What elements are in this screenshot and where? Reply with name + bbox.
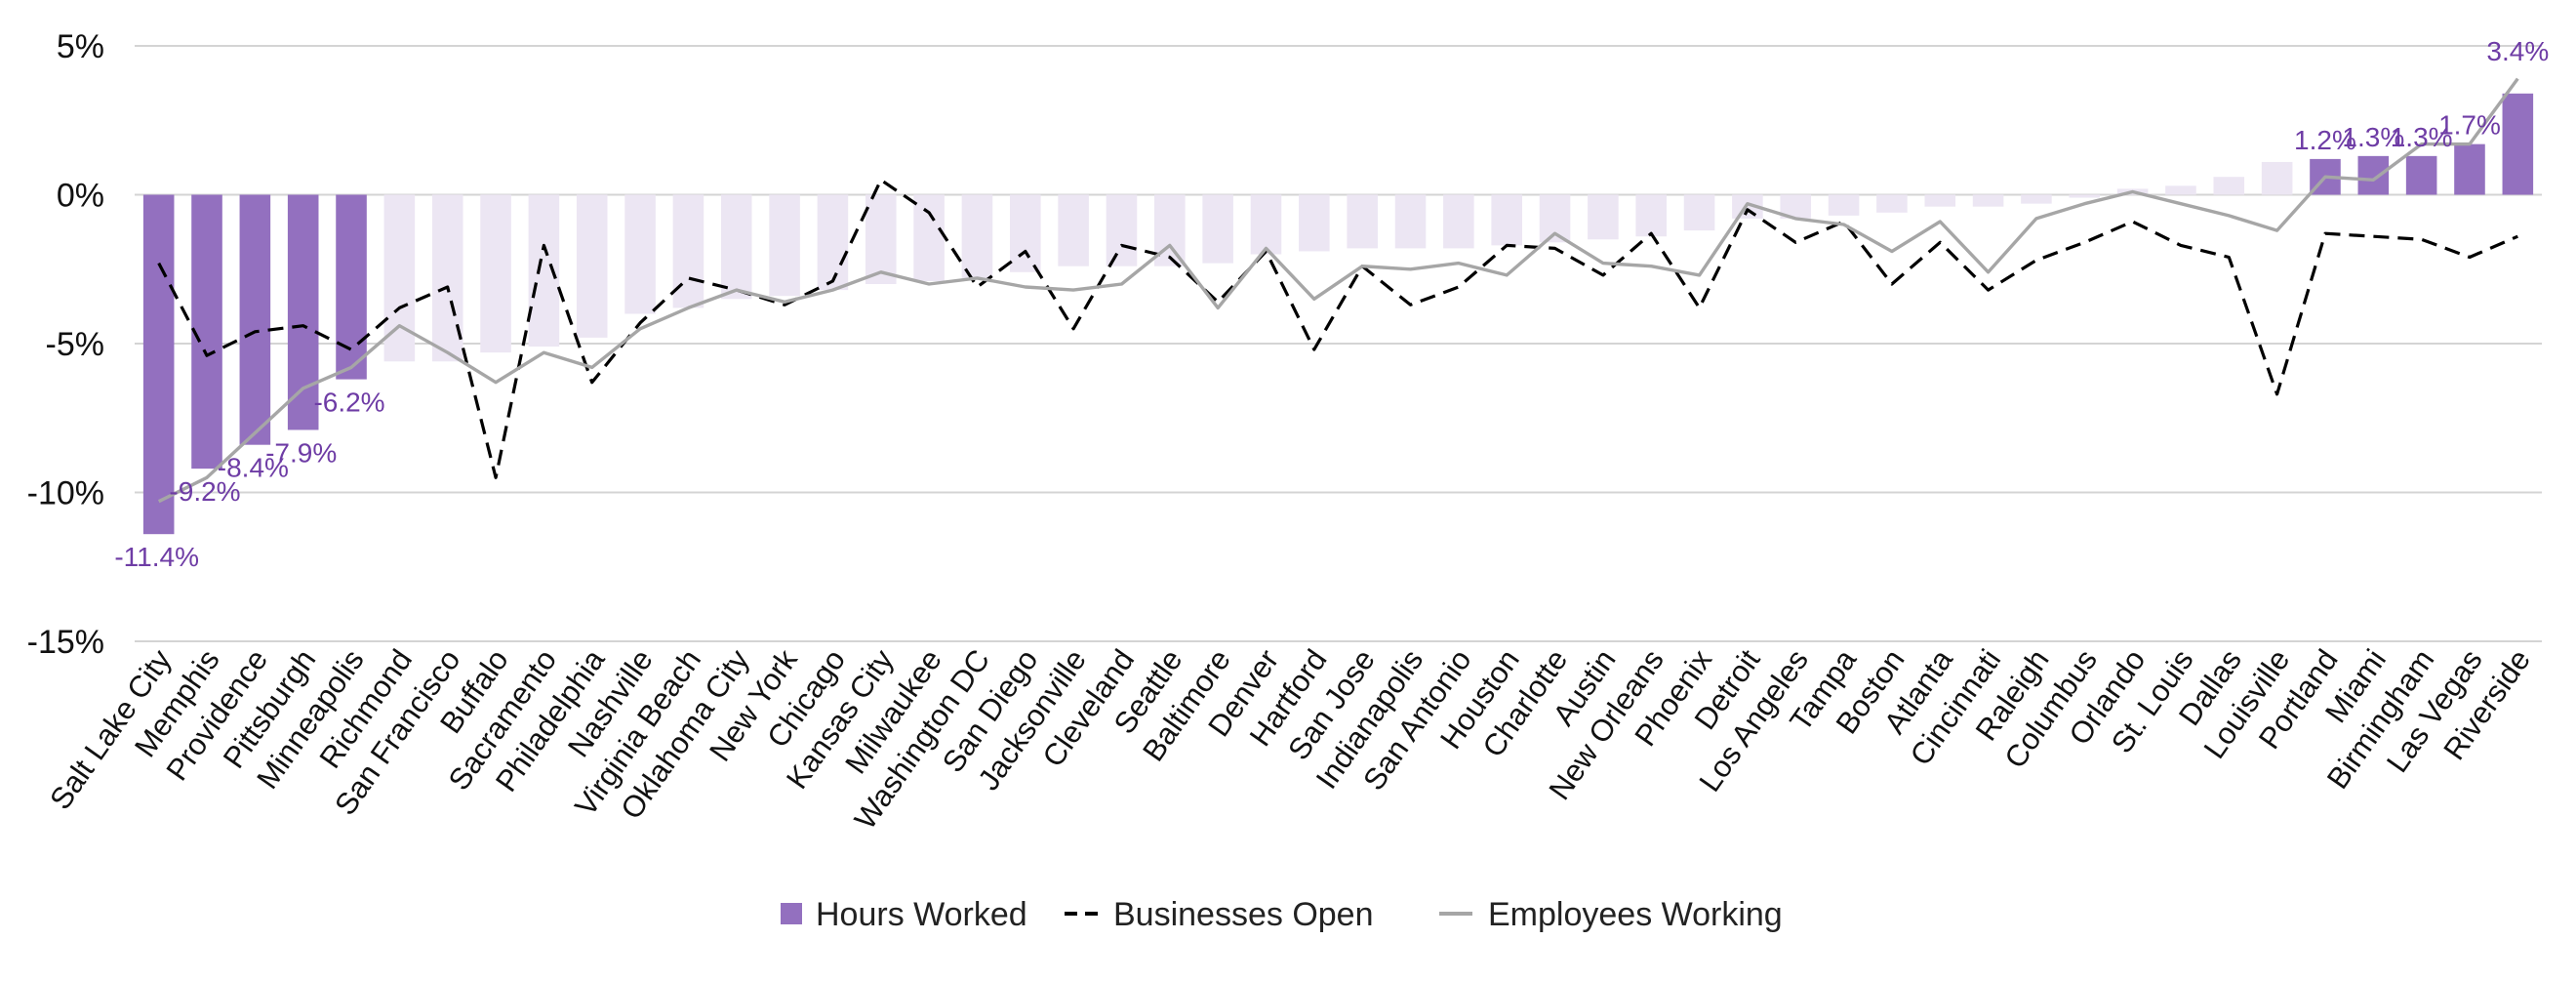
legend-label: Hours Worked (816, 896, 1027, 933)
bar (1443, 194, 1474, 249)
bar-data-label: 1.3% (2391, 122, 2453, 152)
bar (142, 194, 175, 535)
legend-item: Employees Working (1439, 896, 1783, 933)
bar (1202, 194, 1233, 264)
x-axis-ticks: Salt Lake CityMemphisProvidencePittsburg… (43, 642, 2537, 836)
bar (1876, 194, 1908, 213)
bar-data-label: -9.2% (169, 476, 240, 507)
bar (769, 194, 800, 297)
bar (191, 194, 222, 470)
bar (1635, 194, 1667, 237)
legend: Hours Worked Businesses Open Employees Wor… (781, 896, 1783, 933)
bar (2021, 194, 2052, 204)
bar (865, 194, 897, 284)
y-tick-label: -5% (46, 326, 104, 363)
bar (1683, 194, 1715, 231)
bar (2165, 185, 2196, 195)
series-line-employees-working (157, 77, 2519, 504)
bar (1828, 194, 1860, 216)
bar (1347, 194, 1378, 249)
bar (287, 194, 319, 430)
legend-swatch (781, 903, 802, 924)
bar-data-label: 3.4% (2486, 36, 2549, 66)
legend-item: Hours Worked (781, 896, 1027, 933)
legend-label: Businesses Open (1113, 896, 1374, 933)
bar (1394, 194, 1427, 249)
bar (2261, 161, 2293, 195)
bar (528, 194, 560, 347)
bar (1010, 194, 1041, 272)
bar (2213, 177, 2245, 195)
bar (431, 194, 463, 362)
bar-data-label: 1.2% (2294, 125, 2356, 155)
bar (672, 194, 704, 308)
bar (624, 194, 656, 314)
bar (720, 194, 752, 300)
bar-data-label: 1.3% (2342, 122, 2404, 152)
bar (1058, 194, 1089, 266)
bar-data-label: -7.9% (265, 437, 337, 468)
bar (1972, 194, 2004, 207)
bar (1106, 194, 1138, 266)
y-tick-label: 0% (57, 178, 104, 215)
bar (817, 194, 849, 291)
bar (1924, 194, 1956, 207)
bar (2357, 155, 2390, 195)
bar-data-label: -8.4% (218, 453, 289, 483)
y-tick-label: -15% (27, 624, 104, 661)
bar (2069, 194, 2101, 198)
bar (961, 194, 993, 278)
bar (576, 194, 608, 338)
bar (2454, 143, 2485, 195)
bar-data-label: 1.7% (2438, 110, 2501, 141)
bar (239, 194, 271, 445)
bar (2502, 93, 2534, 195)
series-line-businesses-open (157, 178, 2518, 479)
y-tick-label: -10% (27, 475, 104, 512)
lines-layer (157, 77, 2519, 504)
bar-data-labels: -11.4%-9.2%-8.4%-7.9%-6.2%1.2%1.3%1.3%1.… (114, 36, 2549, 572)
bar-data-label: -11.4% (114, 542, 199, 572)
bars-hours-worked (142, 93, 2534, 535)
bar (1299, 194, 1330, 252)
y-tick-label: 5% (57, 28, 104, 65)
bar (1491, 194, 1522, 246)
bar (1250, 194, 1282, 255)
bar (336, 194, 367, 380)
bar (1588, 194, 1619, 240)
bar-data-label: -6.2% (313, 388, 384, 418)
bar (480, 194, 511, 353)
legend-label: Employees Working (1488, 896, 1783, 933)
bar (2405, 155, 2437, 195)
legend-item: Businesses Open (1065, 896, 1374, 933)
bar (913, 194, 945, 281)
y-axis-ticks: 5% 0% -5% -10% -15% (27, 28, 104, 661)
